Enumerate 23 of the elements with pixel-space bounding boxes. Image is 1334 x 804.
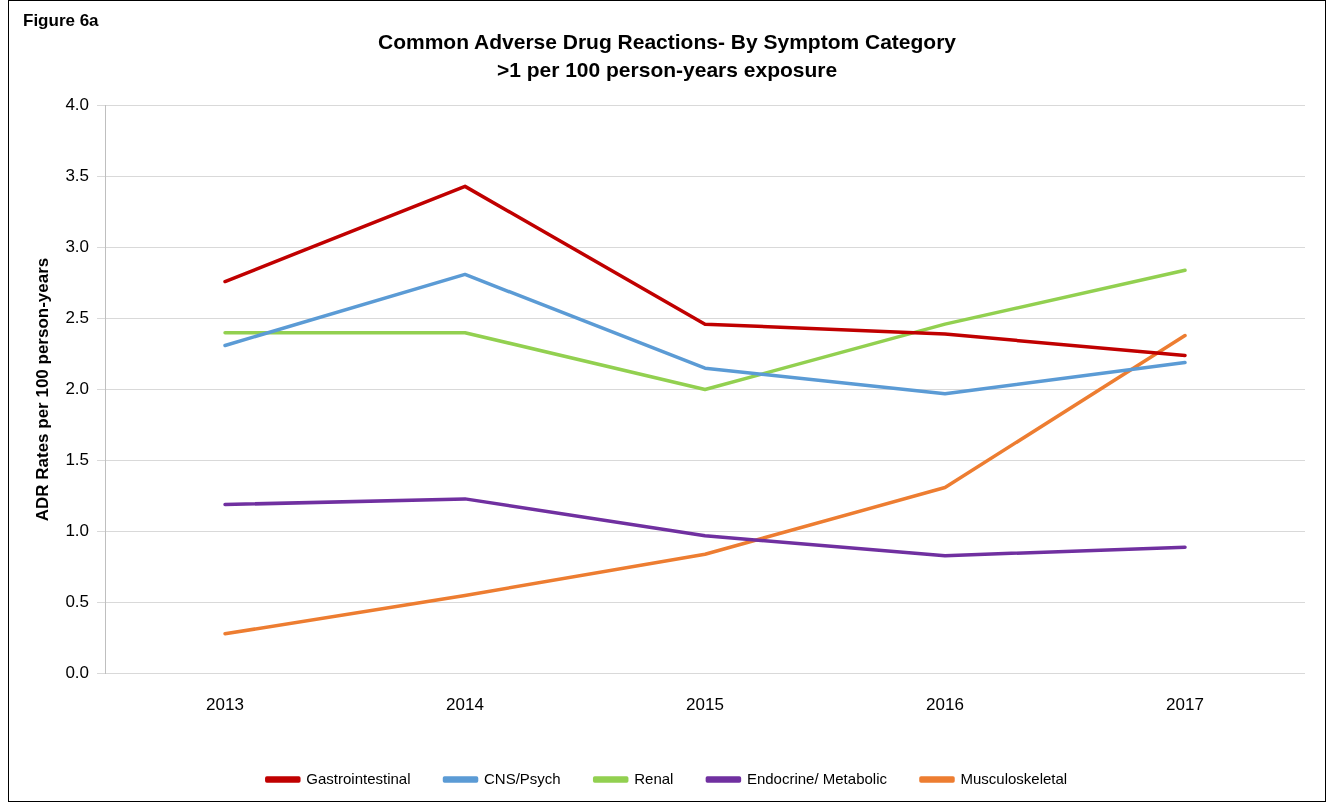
y-tick-label: 4.0	[65, 95, 90, 115]
legend-label: Gastrointestinal	[306, 769, 411, 787]
x-tick-label: 2015	[686, 695, 724, 715]
legend-label: Renal	[634, 769, 674, 787]
x-tick-label: 2013	[206, 695, 244, 715]
y-tick-label: 3.0	[65, 237, 90, 257]
y-tick-label: 0.0	[65, 663, 90, 683]
caption: Figure 6a	[23, 11, 100, 31]
chart-subtitle: >1 per 100 person-years exposure	[496, 57, 838, 81]
y-tick-label: 2.5	[65, 308, 90, 328]
legend-label: CNS/Psych	[484, 769, 561, 787]
y-tick-label: 1.5	[65, 450, 90, 470]
x-tick-label: 2016	[926, 695, 964, 715]
y-tick-label: 3.5	[65, 166, 90, 186]
y-tick-label: 0.5	[65, 592, 90, 612]
legend-label: Musculoskeletal	[960, 769, 1068, 787]
y-tick-label: 2.0	[65, 379, 90, 399]
x-tick-label: 2014	[446, 695, 484, 715]
legend-label: Endocrine/ Metabolic	[746, 769, 888, 787]
x-tick-label: 2017	[1166, 695, 1204, 715]
chart-title: Common Adverse Drug Reactions- By Symptom Category	[377, 30, 957, 54]
y-tick-label: 1.0	[65, 521, 90, 541]
y-axis-title: ADR Rates per 100 person-years	[32, 257, 52, 522]
